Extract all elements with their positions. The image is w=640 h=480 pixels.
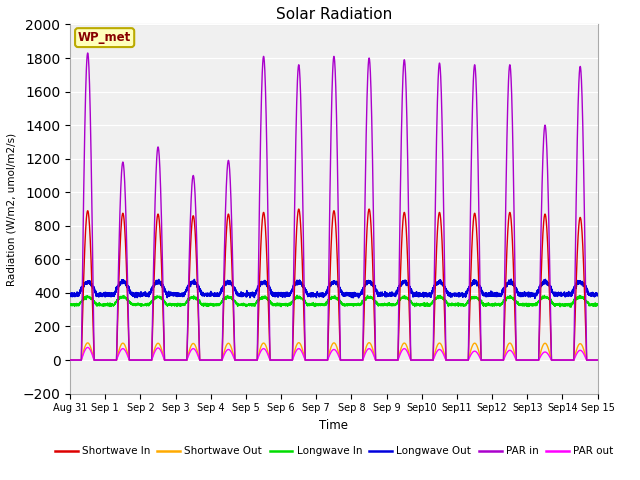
Legend: Shortwave In, Shortwave Out, Longwave In, Longwave Out, PAR in, PAR out: Shortwave In, Shortwave Out, Longwave In… — [51, 442, 617, 460]
Title: Solar Radiation: Solar Radiation — [276, 7, 392, 22]
Text: WP_met: WP_met — [78, 31, 131, 44]
Y-axis label: Radiation (W/m2, umol/m2/s): Radiation (W/m2, umol/m2/s) — [7, 132, 17, 286]
X-axis label: Time: Time — [319, 419, 348, 432]
